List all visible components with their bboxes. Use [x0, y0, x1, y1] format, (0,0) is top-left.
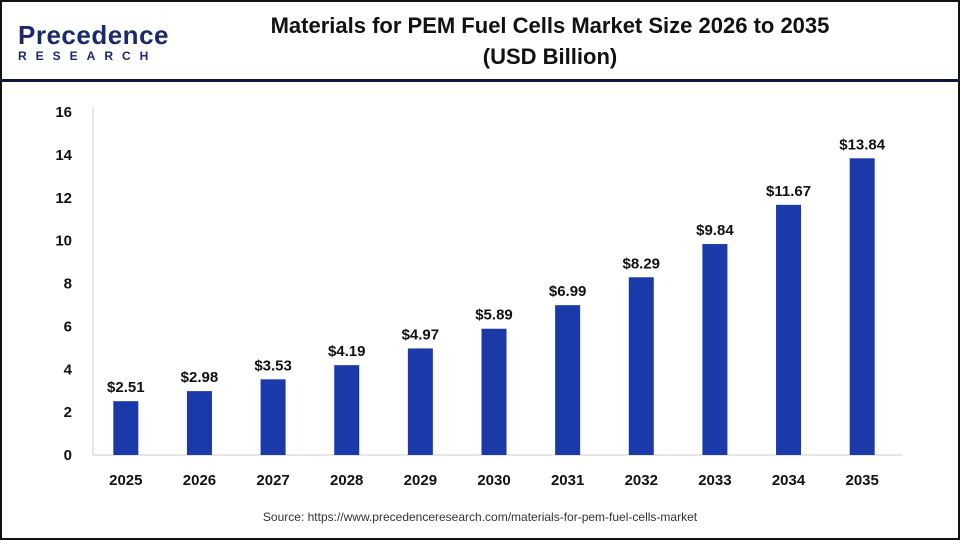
x-tick-label: 2027: [256, 472, 289, 489]
x-tick-label: 2033: [698, 472, 731, 489]
y-tick-label: 4: [64, 361, 73, 378]
bar: [702, 244, 728, 455]
y-tick-label: 16: [55, 104, 72, 121]
chart-title: Materials for PEM Fuel Cells Market Size…: [230, 10, 870, 72]
y-tick-label: 0: [64, 447, 72, 464]
y-tick-label: 12: [55, 190, 72, 207]
bar: [776, 204, 802, 455]
data-label: $3.53: [254, 357, 292, 374]
logo-bottom: RESEARCH: [18, 49, 158, 63]
logo-top: Precedence: [18, 20, 169, 50]
x-tick-label: 2035: [845, 472, 878, 489]
data-label: $13.84: [839, 136, 886, 153]
y-tick-label: 6: [64, 318, 72, 335]
bar: [186, 391, 212, 455]
y-tick-label: 8: [64, 276, 72, 293]
x-tick-label: 2032: [625, 472, 658, 489]
bar: [260, 379, 286, 455]
x-tick-label: 2028: [330, 472, 363, 489]
source-text: Source: https://www.precedenceresearch.c…: [262, 510, 698, 524]
x-tick-label: 2030: [477, 472, 510, 489]
data-label: $11.67: [766, 183, 811, 200]
y-tick-label: 14: [55, 147, 72, 164]
logo: Precedence RESEARCH: [18, 20, 169, 63]
bar: [113, 401, 139, 455]
data-label: $6.99: [549, 283, 587, 300]
x-tick-label: 2031: [551, 472, 584, 489]
bar: [481, 328, 507, 455]
data-label: $2.98: [181, 369, 219, 386]
x-tick-label: 2025: [109, 472, 142, 489]
data-label: $2.51: [107, 379, 145, 396]
x-tick-label: 2029: [404, 472, 437, 489]
bar: [407, 348, 433, 455]
bar: [628, 277, 654, 455]
title-line-2: (USD Billion): [482, 44, 618, 69]
y-tick-label: 10: [55, 233, 72, 250]
bar: [849, 158, 875, 455]
bar: [334, 365, 360, 455]
data-label: $4.19: [328, 343, 366, 360]
x-tick-label: 2034: [772, 472, 806, 489]
title-line-1: Materials for PEM Fuel Cells Market Size…: [270, 13, 830, 38]
y-tick-label: 2: [64, 404, 72, 421]
data-label: $8.29: [622, 255, 660, 272]
data-label: $9.84: [696, 222, 734, 239]
data-label: $4.97: [402, 326, 440, 343]
bar: [555, 305, 581, 455]
x-tick-label: 2026: [183, 472, 216, 489]
header-divider: [0, 79, 960, 82]
data-label: $5.89: [475, 307, 513, 324]
